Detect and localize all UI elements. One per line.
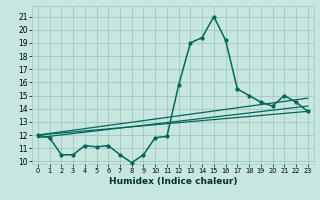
X-axis label: Humidex (Indice chaleur): Humidex (Indice chaleur) [108,177,237,186]
